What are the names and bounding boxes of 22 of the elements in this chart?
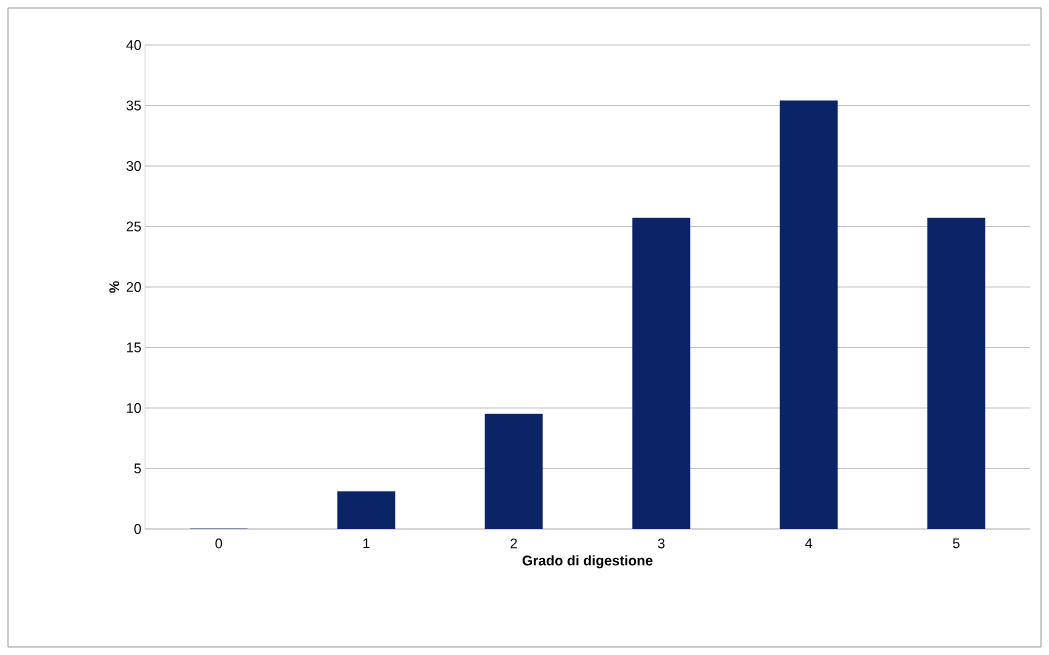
x-tick-label: 3 [657, 538, 665, 549]
y-tick-label: 30 [126, 161, 141, 171]
y-tick-label: 20 [126, 282, 141, 292]
x-tick-label: 1 [363, 538, 370, 549]
y-tick-label: 0 [134, 524, 141, 534]
bar [484, 413, 543, 529]
bar [927, 217, 986, 529]
x-tick-label: 0 [215, 538, 223, 549]
bar [337, 491, 396, 529]
x-tick-label: 4 [805, 538, 813, 549]
x-axis-title: Grado di digestione [522, 555, 653, 569]
y-tick-label: 40 [126, 40, 141, 50]
y-tick-label: 35 [126, 100, 141, 111]
y-axis-title: % [109, 281, 120, 293]
y-tick-label: 15 [127, 342, 141, 353]
y-tick-label: 5 [134, 463, 141, 474]
y-tick-label: 25 [126, 221, 141, 232]
x-tick-label: 5 [952, 538, 960, 549]
x-tick-label: 2 [510, 538, 517, 549]
bar [632, 217, 691, 529]
y-tick-label: 10 [127, 403, 141, 413]
bar [779, 100, 838, 529]
